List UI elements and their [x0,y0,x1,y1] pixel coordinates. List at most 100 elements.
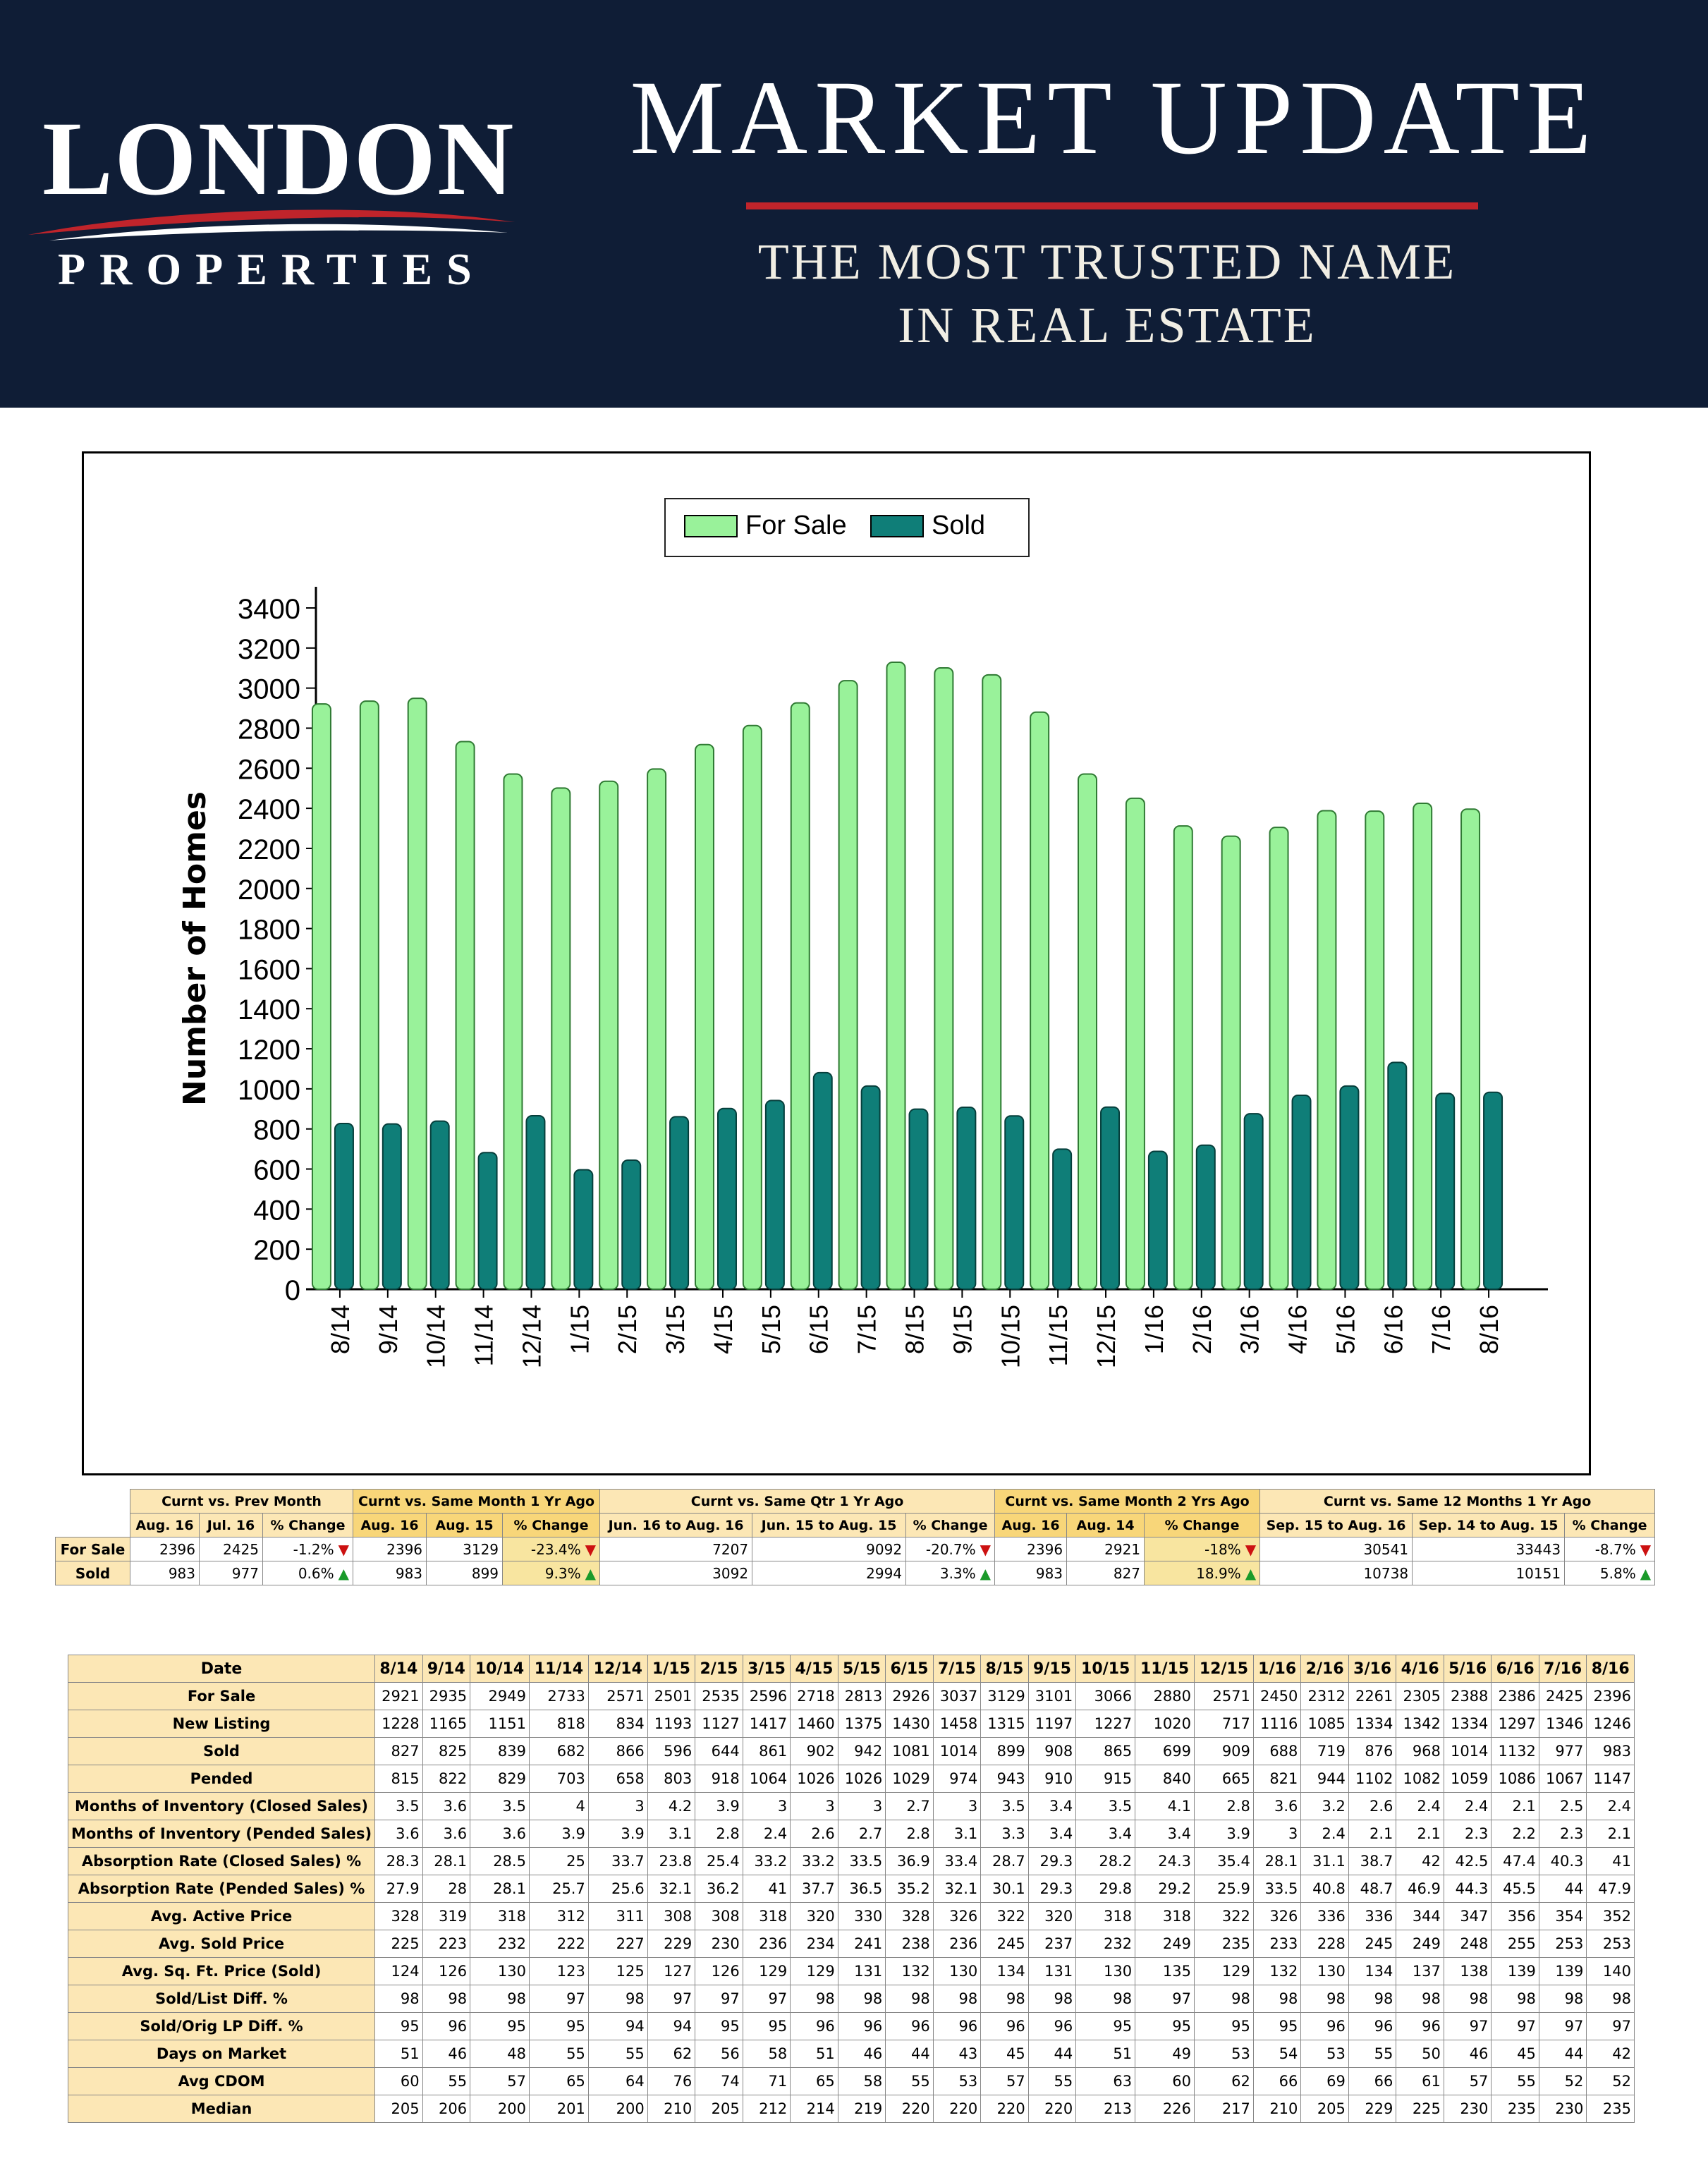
stats-cell: 24.3 [1135,1847,1195,1875]
stats-row-label: Sold [67,1737,376,1765]
stats-cell: 42 [1586,2040,1635,2068]
stats-cell: 40.3 [1538,1847,1587,1875]
stats-cell: 98 [374,1985,423,2013]
bar-for-sale-5-16 [1317,810,1337,1291]
stats-cell: 45.5 [1491,1875,1539,1903]
stats-cell: 71 [742,2067,791,2095]
stats-row: Sold/List Diff. % 98 98 98 97 98 97 97 97 98 98 98 9… [67,1985,1635,2013]
stats-cell: 98 [587,1985,648,2013]
stats-cell: 98 [1075,1985,1136,2013]
comparison-value: 3092 [599,1561,753,1585]
bar-sold-5-15 [764,1100,785,1291]
stats-cell: 98 [422,1985,471,2013]
stats-cell: 2.8 [695,1820,743,1848]
stats-cell: 3101 [1027,1682,1077,1710]
bar-for-sale-5-15 [742,724,762,1291]
stats-cell: 3 [837,1792,886,1820]
stats-cell: 95 [1194,2012,1254,2040]
stats-month-header: 6/16 [1491,1655,1539,1683]
legend-swatch-for-sale [684,515,738,537]
stats-cell: 255 [1491,1930,1539,1958]
stats-cell: 95 [1075,2012,1136,2040]
stats-cell: 234 [790,1930,838,1958]
stats-cell: 3.4 [1135,1820,1195,1848]
stats-cell: 56 [695,2040,743,2068]
stats-cell: 140 [1586,1957,1635,1985]
stats-cell: 235 [1491,2095,1539,2123]
bar-for-sale-2-15 [599,780,619,1290]
stats-cell: 212 [742,2095,791,2123]
stats-cell: 235 [1586,2095,1635,2123]
stats-cell: 98 [1586,1985,1635,2013]
stats-cell: 130 [1300,1957,1349,1985]
bar-for-sale-7-16 [1413,803,1433,1290]
bar-for-sale-2-16 [1173,825,1193,1290]
y-tick-label: 3000 [238,674,300,705]
comparison-percent-change: -18% ▼ [1144,1537,1261,1561]
comparison-column-header: % Change [1564,1513,1656,1537]
stats-cell: 44 [1538,2040,1587,2068]
stats-cell: 1147 [1586,1765,1635,1793]
comparison-group-header-row: Curnt vs. Prev Month Curnt vs. Same Month… [55,1489,1656,1514]
stats-cell: 217 [1194,2095,1254,2123]
stats-cell: 229 [647,1930,696,1958]
stats-cell: 66 [1348,2067,1397,2095]
stats-cell: 45 [1491,2040,1539,2068]
y-tick-label: 3400 [238,594,300,625]
stats-cell: 943 [980,1765,1029,1793]
x-tick-label: 3/16 [1236,1305,1264,1354]
stats-cell: 2935 [422,1682,471,1710]
stats-month-header: 4/15 [790,1655,838,1683]
stats-cell: 45 [980,2040,1029,2068]
bar-for-sale-3-16 [1221,835,1241,1290]
y-tick-label: 2000 [238,875,300,906]
stats-month-header: 1/16 [1252,1655,1302,1683]
stats-cell: 253 [1538,1930,1587,1958]
stats-month-header: 4/16 [1396,1655,1444,1683]
stats-cell: 336 [1300,1902,1349,1930]
stats-cell: 2571 [1194,1682,1254,1710]
x-tick-label: 9/15 [948,1305,977,1354]
stats-cell: 98 [790,1985,838,2013]
table-corner [55,1489,130,1514]
stats-cell: 42.5 [1443,1847,1492,1875]
arrow-up-icon: ▲ [980,1564,992,1582]
x-tick-label: 8/15 [901,1305,929,1354]
comparison-column-header-row: Aug. 16 Jul. 16% Change Aug. 16 Aug. 15% Ch… [55,1513,1656,1537]
comparison-value: 983 [130,1561,200,1585]
stats-cell: 28.3 [374,1847,423,1875]
stats-cell: 253 [1586,1930,1635,1958]
stats-cell: 28.1 [1252,1847,1302,1875]
stats-cell: 132 [885,1957,934,1985]
arrow-down-icon: ▼ [338,1540,350,1558]
stats-cell: 910 [1027,1765,1077,1793]
stats-month-header: 8/14 [374,1655,423,1683]
x-tick-label: 7/16 [1427,1305,1456,1354]
stats-cell: 46 [422,2040,471,2068]
stats-cell: 63 [1075,2067,1136,2095]
legend-swatch-sold [870,515,924,537]
comparison-column-header: Aug. 16 [994,1513,1068,1537]
stats-cell: 228 [1300,1930,1349,1958]
stats-cell: 968 [1396,1737,1444,1765]
comparison-column-header: Aug. 15 [426,1513,504,1537]
stats-cell: 94 [647,2012,696,2040]
comparison-value: 2396 [994,1537,1068,1561]
stats-cell: 2.4 [1396,1792,1444,1820]
stats-cell: 2501 [647,1682,696,1710]
stats-month-header: 7/16 [1538,1655,1587,1683]
comparison-row-label: For Sale [55,1537,130,1561]
stats-cell: 95 [374,2012,423,2040]
stats-cell: 200 [587,2095,648,2123]
stats-cell: 95 [470,2012,530,2040]
stats-cell: 62 [1194,2067,1254,2095]
x-tick-label: 6/16 [1379,1305,1408,1354]
stats-cell: 44 [1538,1875,1587,1903]
bar-for-sale-6-16 [1365,810,1385,1291]
stats-cell: 130 [470,1957,530,1985]
bar-sold-9-15 [956,1107,977,1290]
stats-cell: 719 [1300,1737,1349,1765]
stats-month-header: 11/15 [1135,1655,1195,1683]
stats-cell: 918 [695,1765,743,1793]
stats-row-label: Avg. Active Price [67,1902,376,1930]
